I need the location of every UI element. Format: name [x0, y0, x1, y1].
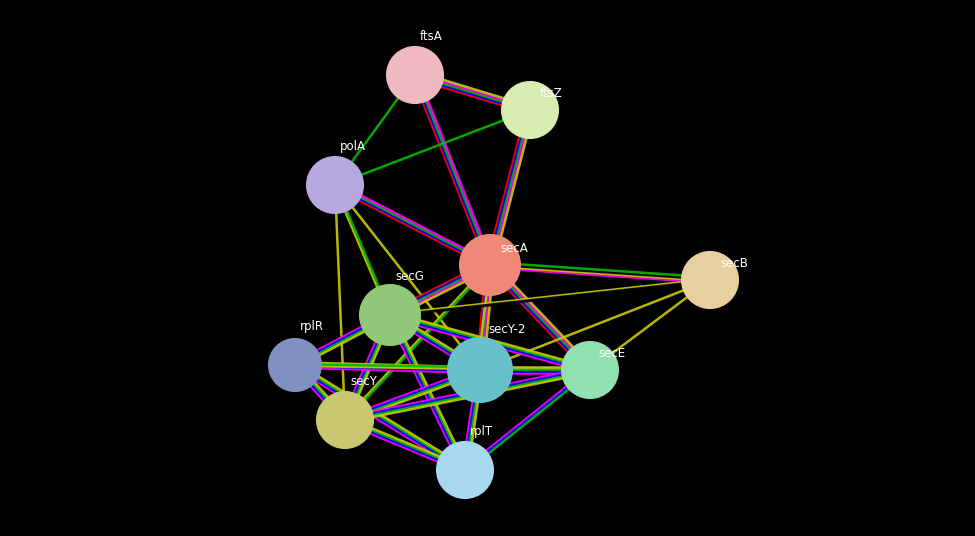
Circle shape [387, 47, 443, 103]
Text: secY-2: secY-2 [488, 323, 526, 336]
Text: rplT: rplT [470, 425, 493, 438]
Text: ftsZ: ftsZ [540, 87, 563, 100]
Circle shape [562, 342, 618, 398]
Circle shape [317, 392, 373, 448]
Circle shape [460, 235, 520, 295]
Text: secY: secY [350, 375, 377, 388]
Circle shape [307, 157, 363, 213]
Circle shape [448, 338, 512, 402]
Text: rplR: rplR [300, 320, 324, 333]
Circle shape [437, 442, 493, 498]
Text: polA: polA [340, 140, 366, 153]
Circle shape [682, 252, 738, 308]
Text: secB: secB [720, 257, 748, 270]
Text: secE: secE [598, 347, 625, 360]
Circle shape [269, 339, 321, 391]
Text: secA: secA [500, 242, 527, 255]
Text: ftsA: ftsA [420, 30, 443, 43]
Text: secG: secG [395, 270, 424, 283]
Circle shape [502, 82, 558, 138]
Circle shape [360, 285, 420, 345]
